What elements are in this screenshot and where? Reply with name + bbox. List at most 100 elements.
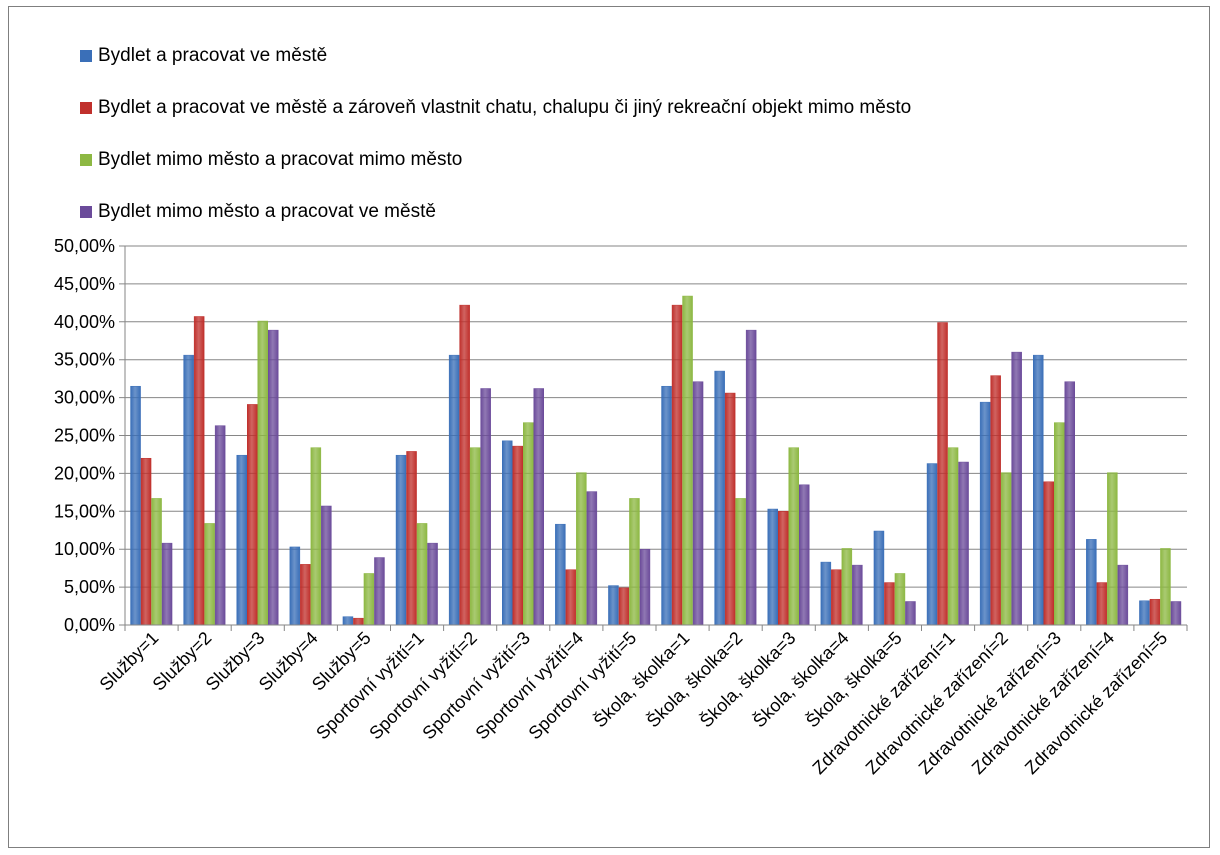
bar [480,388,491,626]
bar [852,564,863,626]
bar [1107,472,1118,626]
gridlines [119,245,1187,626]
bar [1086,539,1097,626]
legend-label: Bydlet mimo město a pracovat ve městě [98,201,436,222]
bar [671,304,683,626]
bar [1170,601,1182,626]
bar [300,564,311,626]
bar [1033,354,1044,626]
bar [1096,582,1108,626]
bar [926,463,938,626]
y-tick-label: 10,00% [54,539,115,559]
bar [586,491,598,626]
bar [608,585,619,626]
bar [416,523,428,626]
bar [140,457,152,626]
bar [469,447,481,626]
bar [151,498,162,626]
bar [1054,422,1065,626]
bar [905,601,916,626]
bar [214,425,226,626]
y-tick-label: 15,00% [54,501,115,521]
bar [745,329,757,626]
bar [820,561,832,626]
bar [958,461,969,626]
bar [831,569,842,626]
bar [523,422,534,626]
bar [236,454,247,626]
bar [692,381,704,626]
y-tick-label: 30,00% [54,388,115,408]
y-tick-label: 5,00% [64,577,115,597]
legend-label: Bydlet mimo město a pracovat mimo město [98,149,463,170]
bar [682,295,693,626]
bar [459,304,470,626]
bar [204,523,215,626]
bar [565,569,577,626]
legend-label: Bydlet a pracovat ve městě [98,45,328,66]
bar [661,385,672,626]
legend-swatch [80,50,92,62]
bar [1064,381,1075,626]
bar [395,454,407,626]
legend-item: Bydlet a pracovat ve městě [80,30,911,82]
y-tick-label: 35,00% [54,350,115,370]
bar [289,546,301,626]
bar [268,329,279,626]
bar [841,548,853,626]
bar [1000,472,1012,626]
bar [639,548,651,626]
bar [937,322,948,626]
y-tick-labels: 0,00% 5,00% 10,00% 15,00% 20,00% 25,00% 30,00%… [54,236,115,635]
bar [894,573,906,626]
bar [130,385,141,626]
bar [884,582,895,626]
bar [576,472,587,626]
bar [193,316,205,626]
bar [183,354,194,626]
y-tick-label: 0,00% [64,615,115,635]
legend-swatch [80,154,92,166]
bar [427,542,438,626]
bar [363,573,375,626]
bar [990,375,1001,626]
bar [502,440,513,626]
y-tick-label: 25,00% [54,426,115,446]
bar [714,370,725,626]
bar [161,542,173,626]
chart-frame [8,6,1210,848]
bar [799,484,810,626]
x-tick-labels: Služby=1Služby=2Služby=3Služby=4Služby=5… [96,627,1172,778]
bar [353,617,364,626]
x-tick-label: Škola, školka=1 [589,627,693,731]
bar [1043,481,1054,626]
legend-item: Bydlet mimo město a pracovat ve městě [80,186,911,238]
x-tick-label: Škola, školka=4 [748,627,852,731]
legend-item: Bydlet a pracovat ve městě a zároveň vla… [80,82,911,134]
bars [130,295,1182,626]
bar [247,404,258,626]
x-tick-label: Škola, školka=3 [695,627,799,731]
x-tick-label: Škola, školka=5 [801,627,905,731]
y-tick-label: 50,00% [54,236,115,256]
y-tick-label: 45,00% [54,274,115,294]
bar [374,557,385,626]
bar [778,511,789,626]
bar [873,530,885,626]
legend: Bydlet a pracovat ve městě Bydlet a prac… [80,30,911,238]
legend-swatch [80,102,92,114]
legend-swatch [80,206,92,218]
bar [1011,351,1022,626]
x-tick-label: Škola, školka=2 [642,627,746,731]
bar [406,451,417,626]
y-tick-label: 20,00% [54,463,115,483]
bar [618,587,630,626]
bar [788,447,799,626]
bar [1149,598,1161,626]
bar [947,447,959,626]
bar [257,320,268,626]
y-tick-label: 40,00% [54,312,115,332]
bar [979,401,991,626]
bar [342,616,354,626]
